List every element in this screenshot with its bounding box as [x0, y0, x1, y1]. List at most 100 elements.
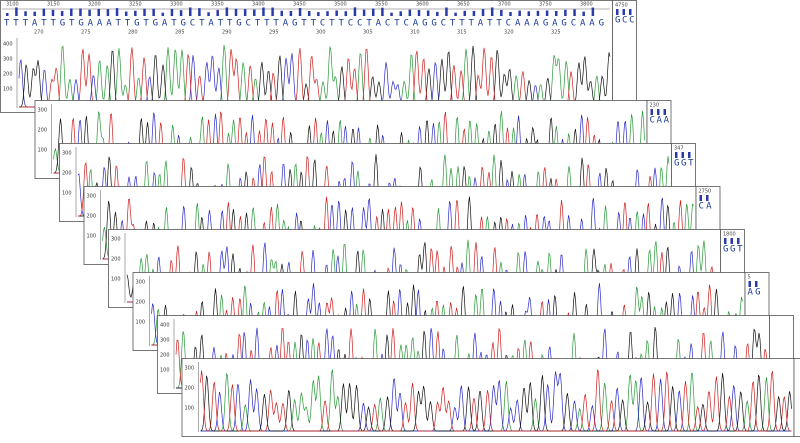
side-column: [612, 0, 637, 113]
y-axis-label: 100: [38, 148, 48, 154]
quality-bar: [463, 10, 466, 16]
side-bases: CA: [699, 202, 713, 212]
quality-bar: [88, 9, 91, 16]
quality-bar: [536, 10, 540, 16]
quality-bar: [555, 11, 558, 16]
quality-bar: [344, 11, 348, 16]
scale-label: 3750: [539, 2, 552, 8]
quality-bar: [730, 238, 733, 244]
position-label: 290: [222, 30, 232, 36]
y-axis-label: 300: [62, 151, 72, 157]
quality-bar: [253, 9, 256, 16]
position-label: 320: [504, 30, 514, 36]
y-axis-label: 100: [136, 320, 146, 326]
quality-bar: [51, 9, 55, 16]
position-label: 295: [269, 30, 279, 36]
quality-bar: [124, 11, 128, 16]
quality-bar: [60, 11, 64, 16]
scale-label: 3300: [170, 2, 183, 8]
quality-bar: [216, 9, 219, 16]
scale-label: 3400: [252, 2, 265, 8]
quality-bar: [362, 9, 366, 16]
quality-bar: [408, 9, 412, 16]
quality-bar: [436, 11, 439, 16]
quality-bar: [417, 9, 421, 16]
quality-bar: [161, 12, 165, 16]
quality-bar: [390, 12, 393, 16]
quality-bar: [399, 11, 402, 16]
quality-bar: [681, 152, 684, 158]
sequence: TTTATTGTGAAATTGTGATGCTATTGCTTTAGTTCTTCCT…: [4, 19, 604, 29]
quality-bar: [24, 11, 27, 16]
position-label: 310: [410, 30, 420, 36]
y-axis-label: 400: [3, 42, 13, 48]
quality-bar: [616, 9, 619, 15]
quality-bar: [143, 8, 146, 16]
quality-bar: [527, 11, 531, 16]
quality-bar: [699, 195, 702, 201]
position-label: 325: [551, 30, 561, 36]
quality-bar: [454, 12, 457, 16]
y-axis-label: 200: [3, 72, 13, 78]
side-bases: GCC: [615, 16, 635, 26]
y-axis-label: 200: [38, 128, 48, 134]
quality-bar: [591, 7, 595, 16]
y-axis-label: 100: [87, 234, 97, 240]
y-axis-label: 100: [160, 368, 170, 374]
quality-bar: [372, 8, 375, 16]
quality-bar: [481, 9, 485, 16]
position-label: 315: [457, 30, 467, 36]
y-axis-label: 100: [185, 406, 195, 412]
quality-bar: [335, 10, 338, 16]
y-axis-label: 200: [185, 386, 195, 392]
quality-bar: [622, 9, 625, 15]
quality-bar: [298, 7, 302, 16]
side-number: 4750: [615, 3, 628, 9]
quality-bar: [207, 12, 210, 16]
quality-bar: [500, 9, 503, 16]
quality-bar: [317, 12, 320, 16]
quality-bar: [573, 9, 576, 16]
position-label: 285: [175, 30, 185, 36]
panel-frame: [181, 358, 795, 437]
quality-bar: [179, 10, 183, 16]
quality-bar: [650, 109, 653, 115]
quality-bar: [755, 281, 758, 287]
quality-bar: [663, 109, 666, 115]
side-number: 5: [748, 275, 751, 281]
quality-bar: [706, 195, 709, 201]
side-bases: CAA: [650, 116, 670, 126]
quality-bar: [472, 10, 476, 16]
y-axis-label: 200: [111, 257, 121, 263]
quality-bar: [234, 8, 238, 16]
scale-label: 3700: [498, 2, 511, 8]
side-number: 347: [674, 146, 684, 152]
side-number: 1800: [723, 232, 736, 238]
side-bases: GGT: [723, 245, 743, 255]
quality-bar: [170, 8, 174, 16]
scale-label: 3450: [293, 2, 306, 8]
position-label: 280: [128, 30, 138, 36]
quality-bar: [106, 9, 110, 16]
quality-bar: [70, 8, 73, 16]
scale-label: 3550: [375, 2, 388, 8]
scale-label: 3650: [457, 2, 470, 8]
quality-bar: [79, 8, 82, 16]
scale-label: 3100: [6, 2, 19, 8]
scale-label: 3200: [88, 2, 101, 8]
quality-bar: [748, 281, 751, 287]
scale-label: 3800: [580, 2, 593, 8]
quality-bar: [381, 7, 384, 17]
quality-bar: [445, 7, 448, 17]
panel: 3100 3150 3200 3250 3300 3350 3400 3450 3500 3550…: [0, 0, 637, 113]
y-axis-label: 200: [136, 300, 146, 306]
quality-bar: [307, 11, 311, 16]
y-axis-label: 200: [87, 214, 97, 220]
quality-bar: [564, 9, 567, 16]
quality-bar: [115, 8, 119, 16]
y-axis-label: 300: [136, 280, 146, 286]
y-axis-label: 100: [62, 191, 72, 197]
y-axis-label: 300: [3, 57, 13, 63]
y-axis-label: 300: [87, 194, 97, 200]
